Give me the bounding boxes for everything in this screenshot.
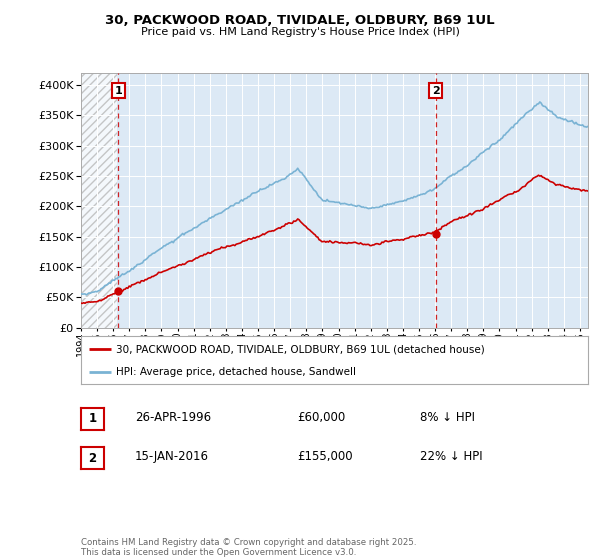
- Text: 2: 2: [432, 86, 440, 96]
- Text: 8% ↓ HPI: 8% ↓ HPI: [420, 410, 475, 424]
- Text: 2: 2: [88, 451, 97, 465]
- Text: 22% ↓ HPI: 22% ↓ HPI: [420, 450, 482, 463]
- Text: Price paid vs. HM Land Registry's House Price Index (HPI): Price paid vs. HM Land Registry's House …: [140, 27, 460, 37]
- Text: £60,000: £60,000: [297, 410, 345, 424]
- Text: Contains HM Land Registry data © Crown copyright and database right 2025.
This d: Contains HM Land Registry data © Crown c…: [81, 538, 416, 557]
- Text: 30, PACKWOOD ROAD, TIVIDALE, OLDBURY, B69 1UL: 30, PACKWOOD ROAD, TIVIDALE, OLDBURY, B6…: [105, 14, 495, 27]
- Text: 1: 1: [88, 412, 97, 426]
- Text: HPI: Average price, detached house, Sandwell: HPI: Average price, detached house, Sand…: [116, 367, 356, 377]
- Text: 30, PACKWOOD ROAD, TIVIDALE, OLDBURY, B69 1UL (detached house): 30, PACKWOOD ROAD, TIVIDALE, OLDBURY, B6…: [116, 344, 485, 354]
- Text: £155,000: £155,000: [297, 450, 353, 463]
- Text: 26-APR-1996: 26-APR-1996: [135, 410, 211, 424]
- Text: 1: 1: [115, 86, 122, 96]
- Text: 15-JAN-2016: 15-JAN-2016: [135, 450, 209, 463]
